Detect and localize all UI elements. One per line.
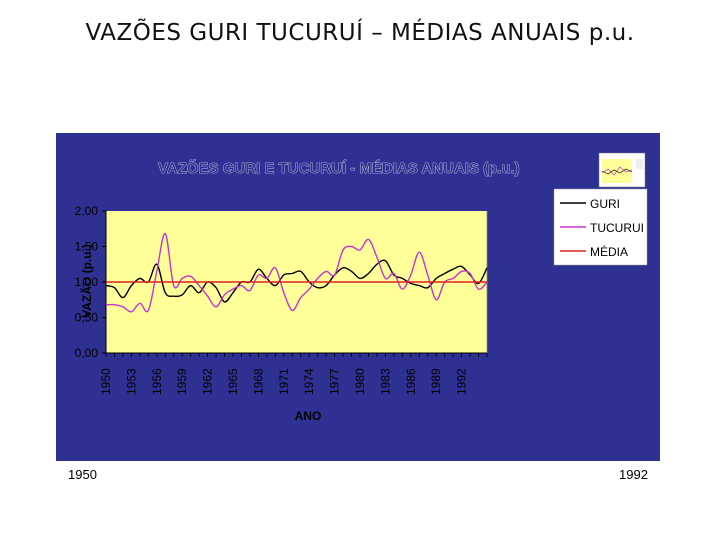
legend-label-tucurui: TUCURUI [590, 221, 644, 235]
y-tick-label: 2,00 [75, 204, 99, 218]
start-year-label: 1950 [68, 467, 97, 482]
y-tick-label: 1,50 [75, 240, 99, 254]
end-year-label: 1992 [619, 467, 648, 482]
x-tick-label: 1953 [124, 368, 138, 395]
x-tick-label: 1974 [302, 368, 316, 395]
legend-label-guri: GURI [590, 197, 620, 211]
y-tick-label: 0,50 [75, 311, 99, 325]
series-line-guri [105, 259, 488, 303]
y-tick-label: 1,00 [75, 275, 99, 289]
x-tick-label: 1956 [150, 368, 164, 395]
x-tick-label: 1962 [201, 368, 215, 395]
series-line-tucurui [105, 232, 488, 313]
x-tick-label: 1977 [328, 368, 342, 395]
x-axis-label: ANO [295, 409, 322, 423]
y-tick-labels: 2,00 1,50 1,00 0,50 0,00 [75, 204, 99, 360]
thumbnail-chart-icon [598, 152, 646, 188]
y-tick-label: 0,00 [75, 346, 99, 360]
chart-panel: 2,00 1,50 1,00 0,50 0,00 1950 1953 1956 1959 196… [56, 133, 660, 461]
x-tick-label: 1980 [353, 368, 367, 395]
legend: GURI TUCURUI MÉDIA [553, 188, 648, 266]
x-tick-label: 1965 [226, 368, 240, 395]
series-layer [105, 232, 488, 313]
x-tick-label: 1959 [175, 368, 189, 395]
legend-label-media: MÉDIA [590, 244, 628, 259]
x-tick-label: 1971 [277, 368, 291, 395]
chart-title: VAZÕES GURI E TUCURUÍ - MÉDIAS ANUAIS (p… [158, 159, 520, 177]
x-tick-label: 1989 [429, 368, 443, 395]
chart-svg: 2,00 1,50 1,00 0,50 0,00 1950 1953 1956 1959 196… [75, 152, 648, 423]
y-axis-label: VAZÃO (p.u.) [79, 244, 94, 318]
x-tick-label: 1968 [251, 368, 265, 395]
x-tick-label: 1992 [455, 368, 469, 395]
x-tick-label: 1950 [99, 368, 113, 395]
x-tick-labels: 1950 1953 1956 1959 1962 1965 1968 1971 1974 1977… [99, 368, 469, 395]
x-tick-label: 1983 [378, 368, 392, 395]
slide-title: VAZÕES GURI TUCURUÍ – MÉDIAS ANUAIS p.u. [85, 20, 635, 46]
x-tick-label: 1986 [404, 368, 418, 395]
